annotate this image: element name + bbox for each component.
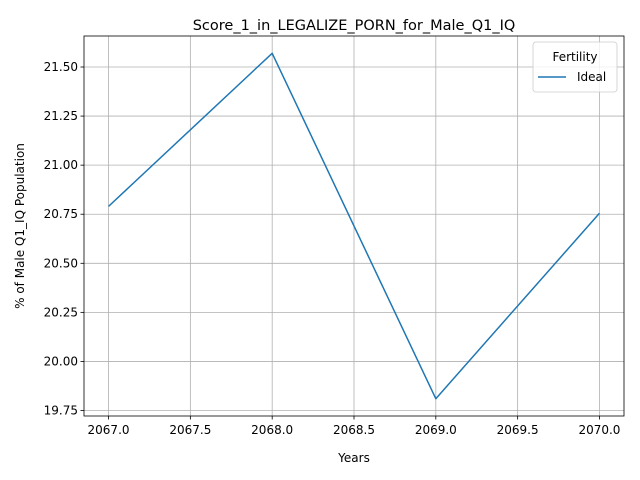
legend-label-ideal: Ideal — [577, 70, 606, 84]
y-tick-label: 20.75 — [44, 207, 78, 221]
y-tick-label: 19.75 — [44, 404, 78, 418]
y-tick-label: 21.25 — [44, 109, 78, 123]
y-tick-label: 20.50 — [44, 256, 78, 270]
x-axis-label: Years — [337, 451, 370, 465]
legend: Fertility Ideal — [532, 41, 618, 93]
x-tick-label: 2067.0 — [88, 423, 130, 437]
x-tick-label: 2067.5 — [169, 423, 211, 437]
y-tick-label: 21.50 — [44, 60, 78, 74]
series-line-ideal — [108, 52, 601, 400]
x-tick-label: 2068.0 — [251, 423, 293, 437]
grid — [84, 36, 624, 416]
chart-title: Score_1_in_LEGALIZE_PORN_for_Male_Q1_IQ — [193, 18, 516, 34]
legend-box — [532, 41, 618, 93]
x-tick-label: 2070.0 — [578, 423, 620, 437]
x-axis: 2067.0 2067.5 2068.0 2068.5 2069.0 2069.5 2070… — [88, 416, 620, 437]
x-tick-label: 2068.5 — [333, 423, 375, 437]
y-axis: 19.75 20.00 20.25 20.50 20.75 21.00 21.25 21.50 — [44, 60, 84, 418]
legend-title: Fertility — [552, 50, 597, 64]
y-tick-label: 20.25 — [44, 305, 78, 319]
x-tick-label: 2069.0 — [415, 423, 457, 437]
y-tick-label: 21.00 — [44, 158, 78, 172]
series-layer — [108, 52, 601, 400]
y-tick-label: 20.00 — [44, 354, 78, 368]
x-tick-label: 2069.5 — [497, 423, 539, 437]
y-axis-label: % of Male Q1_IQ Population — [13, 143, 27, 309]
